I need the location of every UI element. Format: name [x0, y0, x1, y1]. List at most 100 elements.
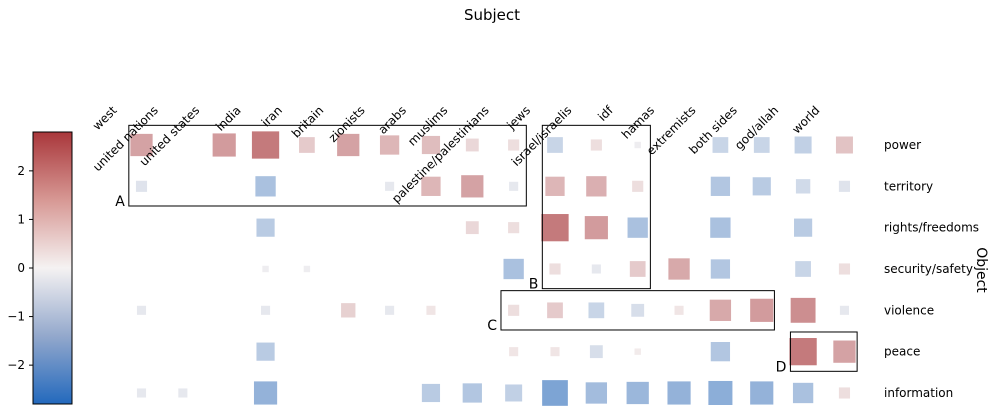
heatmap-cell: [794, 218, 813, 237]
heatmap-cell: [426, 305, 436, 315]
x-tick-label: west: [90, 103, 120, 133]
heatmap-cell: [631, 303, 645, 317]
heatmap-cell: [667, 381, 691, 405]
y-tick-labels: power territory rights/freedoms security/sa…: [884, 138, 979, 400]
heatmap-cell: [794, 136, 812, 154]
heatmap-cell: [505, 384, 523, 402]
annotation-label: B: [529, 277, 539, 293]
x-tick-label: britain: [289, 103, 326, 140]
annotation-label: D: [776, 359, 787, 375]
heatmap-cell: [337, 133, 360, 157]
heatmap-cell: [178, 388, 188, 398]
heatmap-cell: [136, 305, 147, 315]
heatmap-cell: [585, 382, 608, 404]
heatmap-cell: [379, 135, 400, 155]
heatmap-cell: [710, 217, 731, 238]
heatmap-cell: [750, 381, 774, 405]
annotation-box: [541, 124, 651, 290]
y-axis-label: Object: [973, 247, 989, 293]
heatmap-cell: [385, 181, 395, 191]
heatmap-cell: [752, 177, 771, 196]
x-tick-label: arabs: [375, 103, 409, 137]
heatmap-cell: [753, 137, 770, 153]
heatmap-cell: [136, 388, 147, 398]
heatmap-cell: [255, 176, 276, 197]
heatmap-cell: [588, 302, 605, 319]
heatmap-cell: [838, 180, 851, 192]
heatmap-cell: [541, 214, 569, 242]
heatmap-cell: [303, 265, 311, 273]
heatmap-cell: [503, 258, 524, 280]
heatmap-cell: [789, 338, 817, 366]
colorbar: 2 1 0 −1 −2: [7, 131, 73, 405]
heatmap-cell: [795, 261, 811, 277]
heatmap-cell: [674, 305, 684, 315]
heatmap-cell: [589, 345, 603, 359]
heatmap-cell: [385, 305, 395, 315]
colorbar-tick-label: 1: [17, 212, 25, 226]
heatmap-cell: [586, 176, 607, 197]
annotation-boxes: A B C D: [115, 124, 858, 375]
heatmap-cell: [508, 139, 520, 151]
heatmap-cell: [262, 265, 269, 273]
heatmap-cell: [509, 347, 519, 357]
heatmap-cell: [790, 297, 816, 323]
heatmap-cell: [212, 133, 236, 157]
y-tick-label: rights/freedoms: [884, 221, 979, 235]
heatmap-cell: [421, 383, 441, 403]
heatmap-cell: [634, 348, 641, 355]
heatmap-cell: [549, 263, 561, 275]
heatmap-cell: [130, 133, 153, 157]
colorbar-tick-label: 2: [17, 164, 25, 178]
heatmap-cell: [461, 175, 484, 198]
y-tick-label: information: [884, 386, 953, 400]
heatmap-cell: [547, 137, 563, 153]
heatmap-cell: [550, 347, 560, 357]
heatmap-cell: [710, 342, 731, 362]
heatmap-cell: [547, 302, 563, 319]
x-tick-label: india: [213, 103, 244, 134]
heatmap-cells: [130, 131, 856, 406]
chart-title: Subject: [464, 6, 520, 24]
heatmap-cell: [256, 342, 275, 361]
heatmap-cell: [584, 216, 608, 240]
heatmap-cell: [591, 264, 601, 274]
colorbar-tick-label: −2: [7, 358, 25, 372]
heatmap-cell: [750, 298, 774, 322]
heatmap-cell: [542, 380, 568, 406]
heatmap-cell: [253, 381, 278, 405]
heatmap-cell: [627, 217, 648, 238]
heatmap-cell: [462, 383, 482, 403]
heatmap-cell: [509, 181, 519, 191]
x-tick-label: jews: [504, 103, 534, 133]
colorbar-tick-label: −1: [7, 310, 25, 324]
colorbar-gradient: [32, 131, 73, 405]
heatmap-cell: [632, 180, 644, 192]
heatmap-cell: [421, 135, 441, 155]
heatmap-cell: [708, 380, 733, 406]
heatmap-cell: [634, 141, 641, 149]
heatmap-cell: [835, 136, 853, 154]
heatmap-cell: [508, 304, 520, 316]
heatmap-cell: [838, 387, 851, 399]
heatmap-cell: [341, 303, 356, 318]
y-tick-label: security/safety: [884, 262, 973, 276]
x-tick-label: world: [789, 103, 822, 136]
heatmap-cell: [626, 381, 649, 405]
heatmap-cell: [795, 179, 811, 194]
heatmap-cell: [710, 259, 731, 279]
y-tick-label: peace: [884, 345, 920, 359]
y-tick-label: territory: [884, 179, 933, 193]
annotation-box: [500, 290, 775, 331]
heatmap-cell: [261, 305, 271, 315]
colorbar-tick-label: 0: [17, 261, 25, 275]
annotation-label: C: [487, 318, 497, 334]
heatmap-cell: [710, 176, 731, 196]
heatmap-cell: [839, 305, 849, 315]
heatmap-cell: [792, 382, 814, 404]
heatmap-cell: [709, 299, 732, 321]
heatmap-cell: [668, 258, 690, 280]
heatmap-cell: [838, 263, 851, 275]
heatmap-cell: [135, 180, 148, 192]
